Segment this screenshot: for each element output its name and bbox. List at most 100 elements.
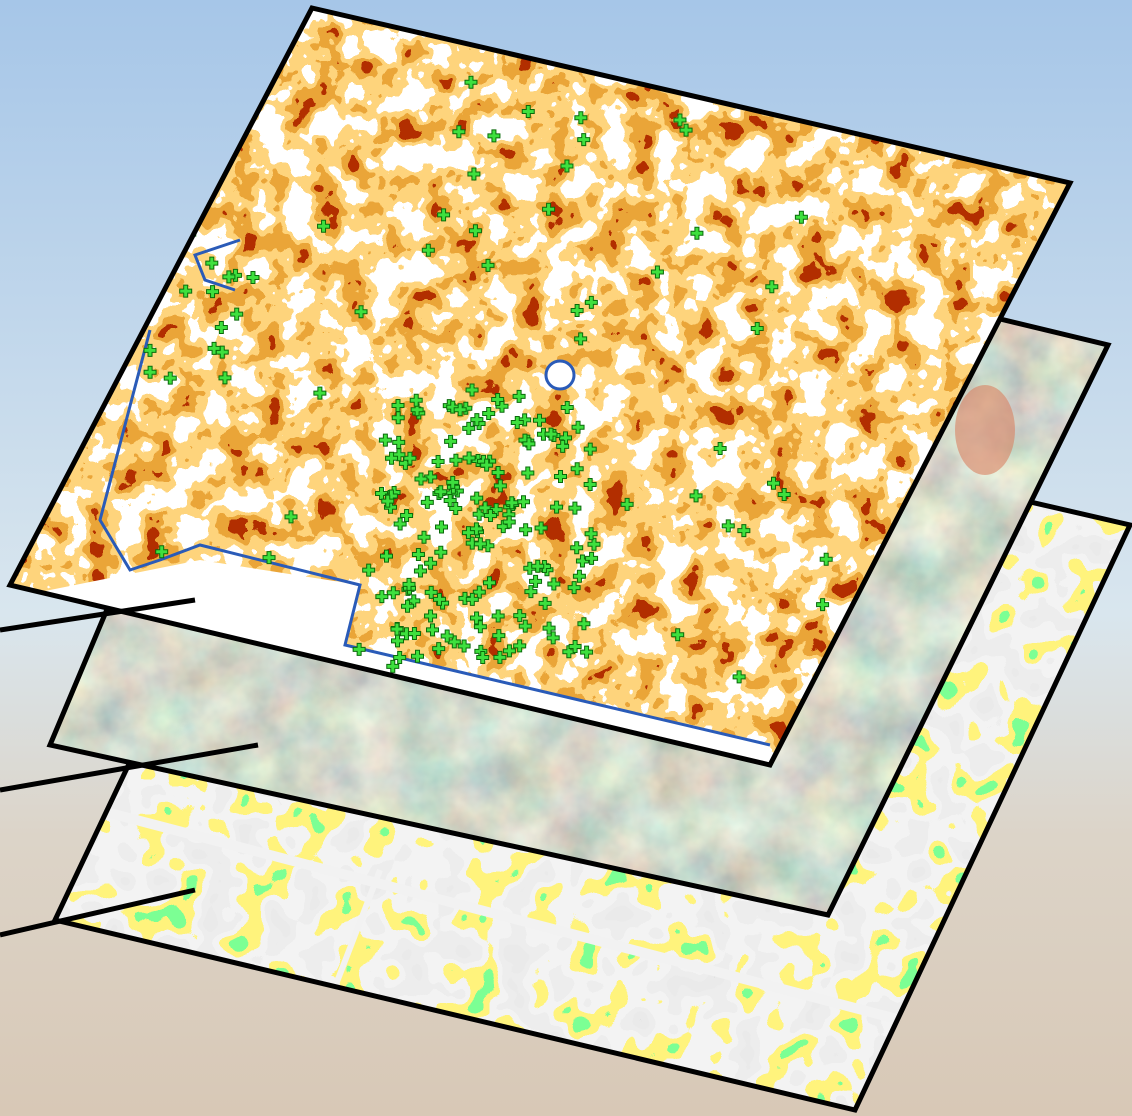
- point-marker: [513, 609, 527, 623]
- point-marker: [491, 466, 505, 480]
- boundary: [98, 238, 771, 747]
- point-marker: [432, 642, 446, 656]
- point-marker: [470, 413, 484, 427]
- point-marker: [512, 389, 526, 403]
- point-marker: [206, 285, 220, 299]
- point-marker: [444, 434, 458, 448]
- point-marker: [544, 427, 558, 441]
- point-marker: [777, 488, 791, 502]
- road: [327, 868, 383, 1002]
- point-marker: [424, 609, 438, 623]
- point-marker: [424, 585, 438, 599]
- point-marker: [502, 644, 516, 658]
- point-marker: [732, 670, 746, 684]
- point-marker: [737, 524, 751, 538]
- point-marker: [572, 569, 586, 583]
- point-marker: [584, 527, 598, 541]
- point-marker: [458, 591, 472, 605]
- point-marker: [689, 489, 703, 503]
- leader-lines: [0, 597, 259, 938]
- point-marker: [542, 202, 556, 216]
- point-marker: [426, 623, 440, 637]
- point-marker: [230, 307, 244, 321]
- point-marker: [517, 495, 531, 509]
- point-marker: [390, 622, 404, 636]
- point-marker: [391, 411, 405, 425]
- point-marker: [465, 536, 479, 550]
- layer-border: [6, 5, 1074, 768]
- point-marker: [205, 256, 219, 270]
- point-marker: [362, 563, 376, 577]
- point-marker: [567, 581, 581, 595]
- point-marker: [650, 265, 664, 279]
- point-marker: [465, 383, 479, 397]
- point-marker: [531, 559, 545, 573]
- point-marker: [383, 500, 397, 514]
- point-marker: [522, 437, 536, 451]
- point-marker: [446, 475, 460, 489]
- point-marker: [483, 508, 497, 522]
- point-marker: [214, 321, 228, 335]
- point-marker: [464, 75, 478, 89]
- point-marker: [143, 365, 157, 379]
- point-marker: [317, 219, 331, 233]
- point-marker: [400, 508, 414, 522]
- point-marker: [542, 621, 556, 635]
- point-marker: [585, 551, 599, 565]
- point-marker: [550, 500, 564, 514]
- point-marker: [577, 617, 591, 631]
- point-marker: [568, 639, 582, 653]
- points: [143, 75, 833, 684]
- point-marker: [534, 521, 548, 535]
- point-marker: [386, 659, 400, 673]
- point-marker: [387, 485, 401, 499]
- point-marker: [402, 577, 416, 591]
- point-marker: [519, 523, 533, 537]
- point-marker: [417, 530, 431, 544]
- point-marker: [414, 472, 428, 486]
- point-marker: [583, 477, 597, 491]
- point-marker: [482, 407, 496, 421]
- point-marker: [575, 554, 589, 568]
- point-marker: [246, 270, 260, 284]
- point-marker: [407, 626, 421, 640]
- point-marker: [401, 599, 415, 613]
- point-marker: [491, 609, 505, 623]
- point-marker: [378, 433, 392, 447]
- point-marker: [518, 619, 532, 633]
- point-marker: [446, 400, 460, 414]
- point-marker: [560, 401, 574, 415]
- point-marker: [222, 270, 236, 284]
- point-marker: [671, 628, 685, 642]
- point-marker: [521, 466, 535, 480]
- point-marker: [218, 371, 232, 385]
- point-marker: [398, 456, 412, 470]
- point-marker: [794, 210, 808, 224]
- point-marker: [513, 639, 527, 653]
- point-marker: [765, 280, 779, 294]
- point-marker: [713, 442, 727, 456]
- point-marker: [673, 113, 687, 127]
- point-marker: [443, 494, 457, 508]
- point-marker: [538, 596, 552, 610]
- point-marker: [473, 620, 487, 634]
- point-marker: [583, 442, 597, 456]
- point-marker: [391, 634, 405, 648]
- point-marker: [434, 545, 448, 559]
- point-marker: [465, 592, 479, 606]
- point-marker: [453, 403, 467, 417]
- point-marker: [574, 332, 588, 346]
- point-marker: [482, 576, 496, 590]
- point-marker: [480, 458, 494, 472]
- point-marker: [284, 510, 298, 524]
- point-marker: [554, 470, 568, 484]
- point-marker: [179, 284, 193, 298]
- point-marker: [679, 123, 693, 137]
- point-marker: [472, 585, 486, 599]
- point-marker: [510, 415, 524, 429]
- point-marker: [721, 519, 735, 533]
- point-marker: [354, 305, 368, 319]
- point-marker: [529, 574, 543, 588]
- point-marker: [481, 258, 495, 272]
